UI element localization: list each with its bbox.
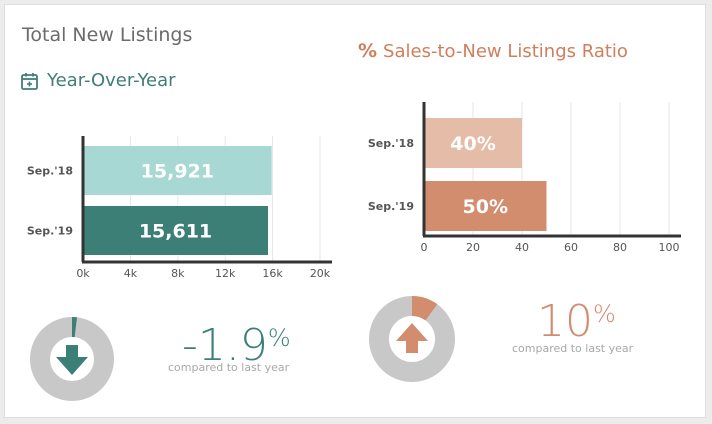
ratio-category-label: Sep.'18 <box>368 137 414 150</box>
listings-bar <box>83 206 268 255</box>
yoy-heading: Year-Over-Year <box>20 70 176 91</box>
ratio-tick-label: 40 <box>515 241 529 254</box>
page-title: Total New Listings <box>22 24 193 46</box>
ratio-change-number: 10 <box>537 296 593 347</box>
ratio-heading-label: Sales-to-New Listings Ratio <box>383 40 628 62</box>
ratio-bar-label: 50% <box>463 196 508 218</box>
ratio-bar <box>424 181 547 231</box>
listings-tick-label: 8k <box>171 267 185 280</box>
ratio-change-caption: compared to last year <box>512 342 634 355</box>
listings-tick-label: 12k <box>215 267 236 280</box>
ratio-bar-label: 40% <box>450 133 495 155</box>
arrow-down-icon <box>56 345 88 375</box>
ratio-bar-chart: 40% Sep.'18 50% Sep.'19 0 20 40 60 80 100 <box>368 102 681 254</box>
ratio-bar <box>424 118 522 168</box>
listings-bar <box>83 146 272 195</box>
listings-change-unit: % <box>267 324 291 352</box>
ratio-donut-segment <box>411 296 438 321</box>
listings-bar-chart: 15,921 Sep.'18 15,611 Sep.'19 0k 4k 8k 12k 16k 20… <box>27 136 332 280</box>
listings-change-value: -1.9% <box>182 320 291 371</box>
ratio-tick-label: 20 <box>466 241 480 254</box>
ratio-tick-label: 100 <box>659 241 680 254</box>
ratio-tick-label: 80 <box>613 241 627 254</box>
listings-change-donut <box>30 317 114 401</box>
ratio-tick-label: 60 <box>564 241 578 254</box>
arrow-up-icon <box>396 323 428 353</box>
percent-icon: % <box>358 40 378 62</box>
listings-tick-label: 16k <box>262 267 283 280</box>
listings-category-label: Sep.'18 <box>27 165 73 178</box>
listings-change-number: -1.9 <box>182 320 268 371</box>
listings-category-label: Sep.'19 <box>27 225 73 238</box>
ratio-tick-label: 0 <box>421 241 428 254</box>
ratio-change-donut <box>369 296 455 382</box>
ratio-heading: % Sales-to-New Listings Ratio <box>358 40 628 62</box>
calendar-plus-icon <box>21 72 38 90</box>
yoy-heading-label: Year-Over-Year <box>47 70 176 91</box>
ratio-change-unit: % <box>593 300 616 328</box>
listings-bar-label: 15,611 <box>139 221 212 243</box>
listings-tick-label: 20k <box>310 267 331 280</box>
listings-bar-label: 15,921 <box>141 161 214 183</box>
ratio-change-value: 10% <box>537 296 616 347</box>
listings-tick-label: 4k <box>124 267 138 280</box>
ratio-category-label: Sep.'19 <box>368 200 414 213</box>
listings-tick-label: 0k <box>76 267 90 280</box>
listings-change-caption: compared to last year <box>168 361 290 374</box>
